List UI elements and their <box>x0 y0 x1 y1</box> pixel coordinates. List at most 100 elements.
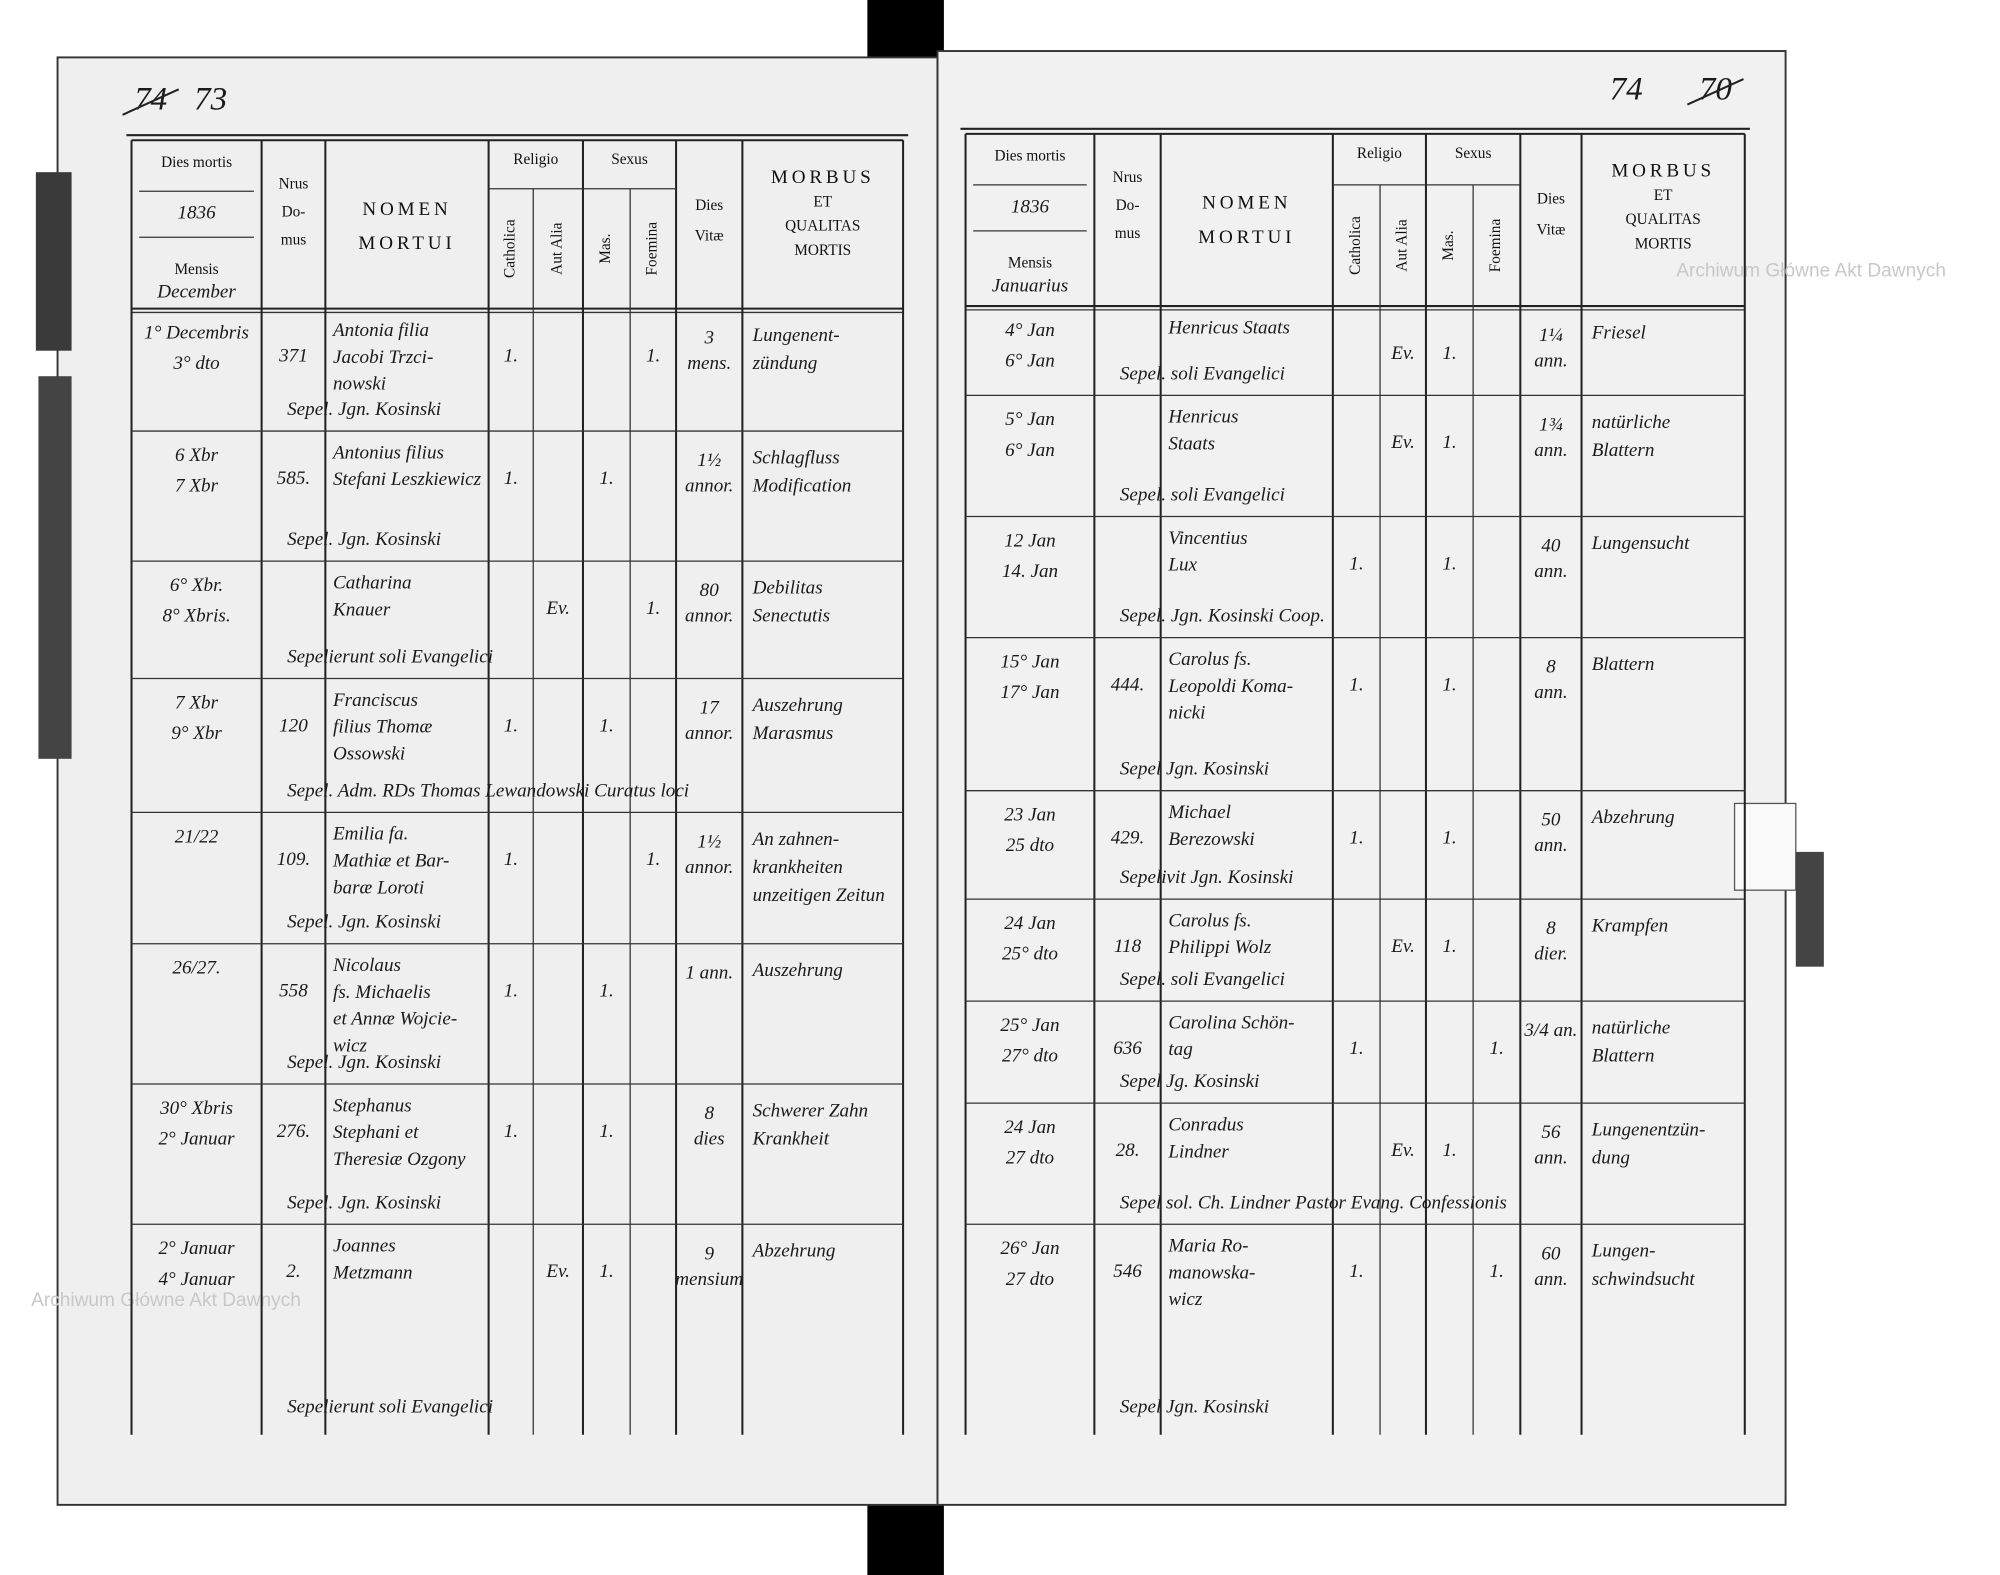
death-date: 23 Jan <box>1004 805 1055 826</box>
rule-line <box>1686 78 1744 106</box>
left-page <box>56 56 939 1506</box>
header-dies-mortis: Dies mortis <box>994 147 1065 164</box>
house-number: 120 <box>279 715 308 736</box>
death-date: 7 Xbr <box>175 692 219 713</box>
house-number: 546 <box>1113 1261 1142 1282</box>
cause-of-death: Krankheit <box>752 1129 830 1150</box>
death-date: 6° Jan <box>1005 351 1055 372</box>
age: annor. <box>685 476 733 497</box>
header-nomen: MORTUI <box>1198 227 1295 248</box>
header-nrus: Do- <box>1116 197 1140 214</box>
death-date: 17° Jan <box>1000 682 1059 703</box>
header-month: Januarius <box>992 275 1068 296</box>
deceased-name: Jacobi Trzci- <box>333 347 433 368</box>
header-mas: Mas. <box>1440 230 1457 260</box>
death-date: 1° Decembris <box>144 323 249 344</box>
deceased-name: Carolina Schön- <box>1168 1012 1294 1033</box>
cause-of-death: krankheiten <box>753 857 843 878</box>
deceased-name: tag <box>1168 1039 1192 1060</box>
burial-note: Sepel Jgn. Kosinski <box>1120 759 1269 780</box>
death-date: 27° dto <box>1002 1046 1058 1067</box>
age: annor. <box>685 723 733 744</box>
death-date: 6° Xbr. <box>170 575 223 596</box>
death-date: 27 dto <box>1006 1269 1054 1290</box>
house-number: 444. <box>1111 675 1144 696</box>
mark-mas: 1. <box>1442 675 1456 696</box>
page-tab <box>1795 851 1824 967</box>
header-month: December <box>156 282 236 303</box>
cause-of-death: Auszehrung <box>751 960 843 981</box>
death-date: 9° Xbr <box>171 723 222 744</box>
deceased-name: Vincentius <box>1168 528 1247 549</box>
burial-note: Sepel. Jgn. Kosinski <box>287 912 441 933</box>
age: 9 <box>704 1243 714 1264</box>
age: 3 <box>703 328 714 349</box>
header-religio: Religio <box>1357 145 1402 162</box>
mark-mas: 1. <box>599 715 613 736</box>
deceased-name: Knauer <box>332 599 391 620</box>
cause-of-death: Lungenent- <box>752 325 840 346</box>
house-number: 28. <box>1116 1140 1140 1161</box>
header-nrus: Do- <box>282 203 306 220</box>
death-date: 14. Jan <box>1002 561 1058 582</box>
deceased-name: Emilia fa. <box>332 824 408 845</box>
mark-mas: 1. <box>1442 343 1456 364</box>
cause-of-death: natürliche <box>1592 1018 1671 1039</box>
header-morbus: ET <box>1654 187 1673 204</box>
house-number: 558 <box>279 981 308 1002</box>
deceased-name: Henricus Staats <box>1167 317 1290 338</box>
age: dies <box>694 1129 725 1150</box>
death-date: 6 Xbr <box>175 445 219 466</box>
header-religio: Religio <box>513 151 558 168</box>
death-date: 24 Jan <box>1004 1117 1055 1138</box>
header-year: 1836 <box>1011 196 1050 217</box>
burial-note: Sepelivit Jgn. Kosinski <box>1120 867 1294 888</box>
age: ann. <box>1534 440 1567 461</box>
burial-note: Sepel. soli Evangelici <box>1120 969 1285 990</box>
burial-note: Sepel. Jgn. Kosinski <box>287 529 441 550</box>
cause-of-death: Senectutis <box>753 606 830 627</box>
header-nomen: NOMEN <box>362 199 451 220</box>
header-morbus: MORBUS <box>1611 161 1715 182</box>
mark-cath: 1. <box>1349 553 1363 574</box>
age: 56 <box>1541 1122 1561 1143</box>
age: annor. <box>685 857 733 878</box>
burial-note: Sepel. soli Evangelici <box>1120 363 1285 384</box>
deceased-name: Lux <box>1167 555 1197 576</box>
mark-cath: 1. <box>504 715 518 736</box>
deceased-name: Ossowski <box>333 743 405 764</box>
folio-number: 74 <box>1610 70 1643 107</box>
burial-note: Sepel. Jgn. Kosinski <box>287 1052 441 1073</box>
header-catholica: Catholica <box>1347 216 1364 275</box>
folio-number: 73 <box>194 81 227 118</box>
deceased-name: Carolus fs. <box>1168 649 1251 670</box>
header-nrus: Nrus <box>279 175 309 192</box>
deceased-name: Michael <box>1167 802 1231 823</box>
age: ann. <box>1534 561 1567 582</box>
deceased-name: Stefani Leszkiewicz <box>333 469 482 490</box>
header-year: 1836 <box>177 203 216 224</box>
mark-mas: 1. <box>599 468 613 489</box>
header-morbus: MORBUS <box>771 167 875 188</box>
cause-of-death: Blattern <box>1592 1046 1655 1067</box>
death-date: 4° Januar <box>158 1269 235 1290</box>
header-morbus: ET <box>813 193 832 210</box>
mark-cath: 1. <box>1349 1038 1363 1059</box>
header-dies-vitae: Dies <box>1537 191 1565 208</box>
deceased-name: Catharina <box>333 572 412 593</box>
header-aut-alia: Aut Alia <box>1394 219 1411 271</box>
death-date: 21/22 <box>175 826 219 847</box>
header-nomen: NOMEN <box>1202 192 1291 213</box>
deceased-name: wicz <box>333 1035 368 1056</box>
header-dies-vitae: Dies <box>695 197 723 214</box>
house-number: 585. <box>277 468 310 489</box>
header-sexus: Sexus <box>611 151 648 168</box>
header-aut-alia: Aut Alia <box>549 222 566 274</box>
house-number: 2. <box>286 1261 300 1282</box>
deceased-name: Lindner <box>1167 1141 1229 1162</box>
age: ann. <box>1534 835 1567 856</box>
deceased-name: Stephanus <box>333 1095 412 1116</box>
deceased-name: nicki <box>1168 703 1205 724</box>
